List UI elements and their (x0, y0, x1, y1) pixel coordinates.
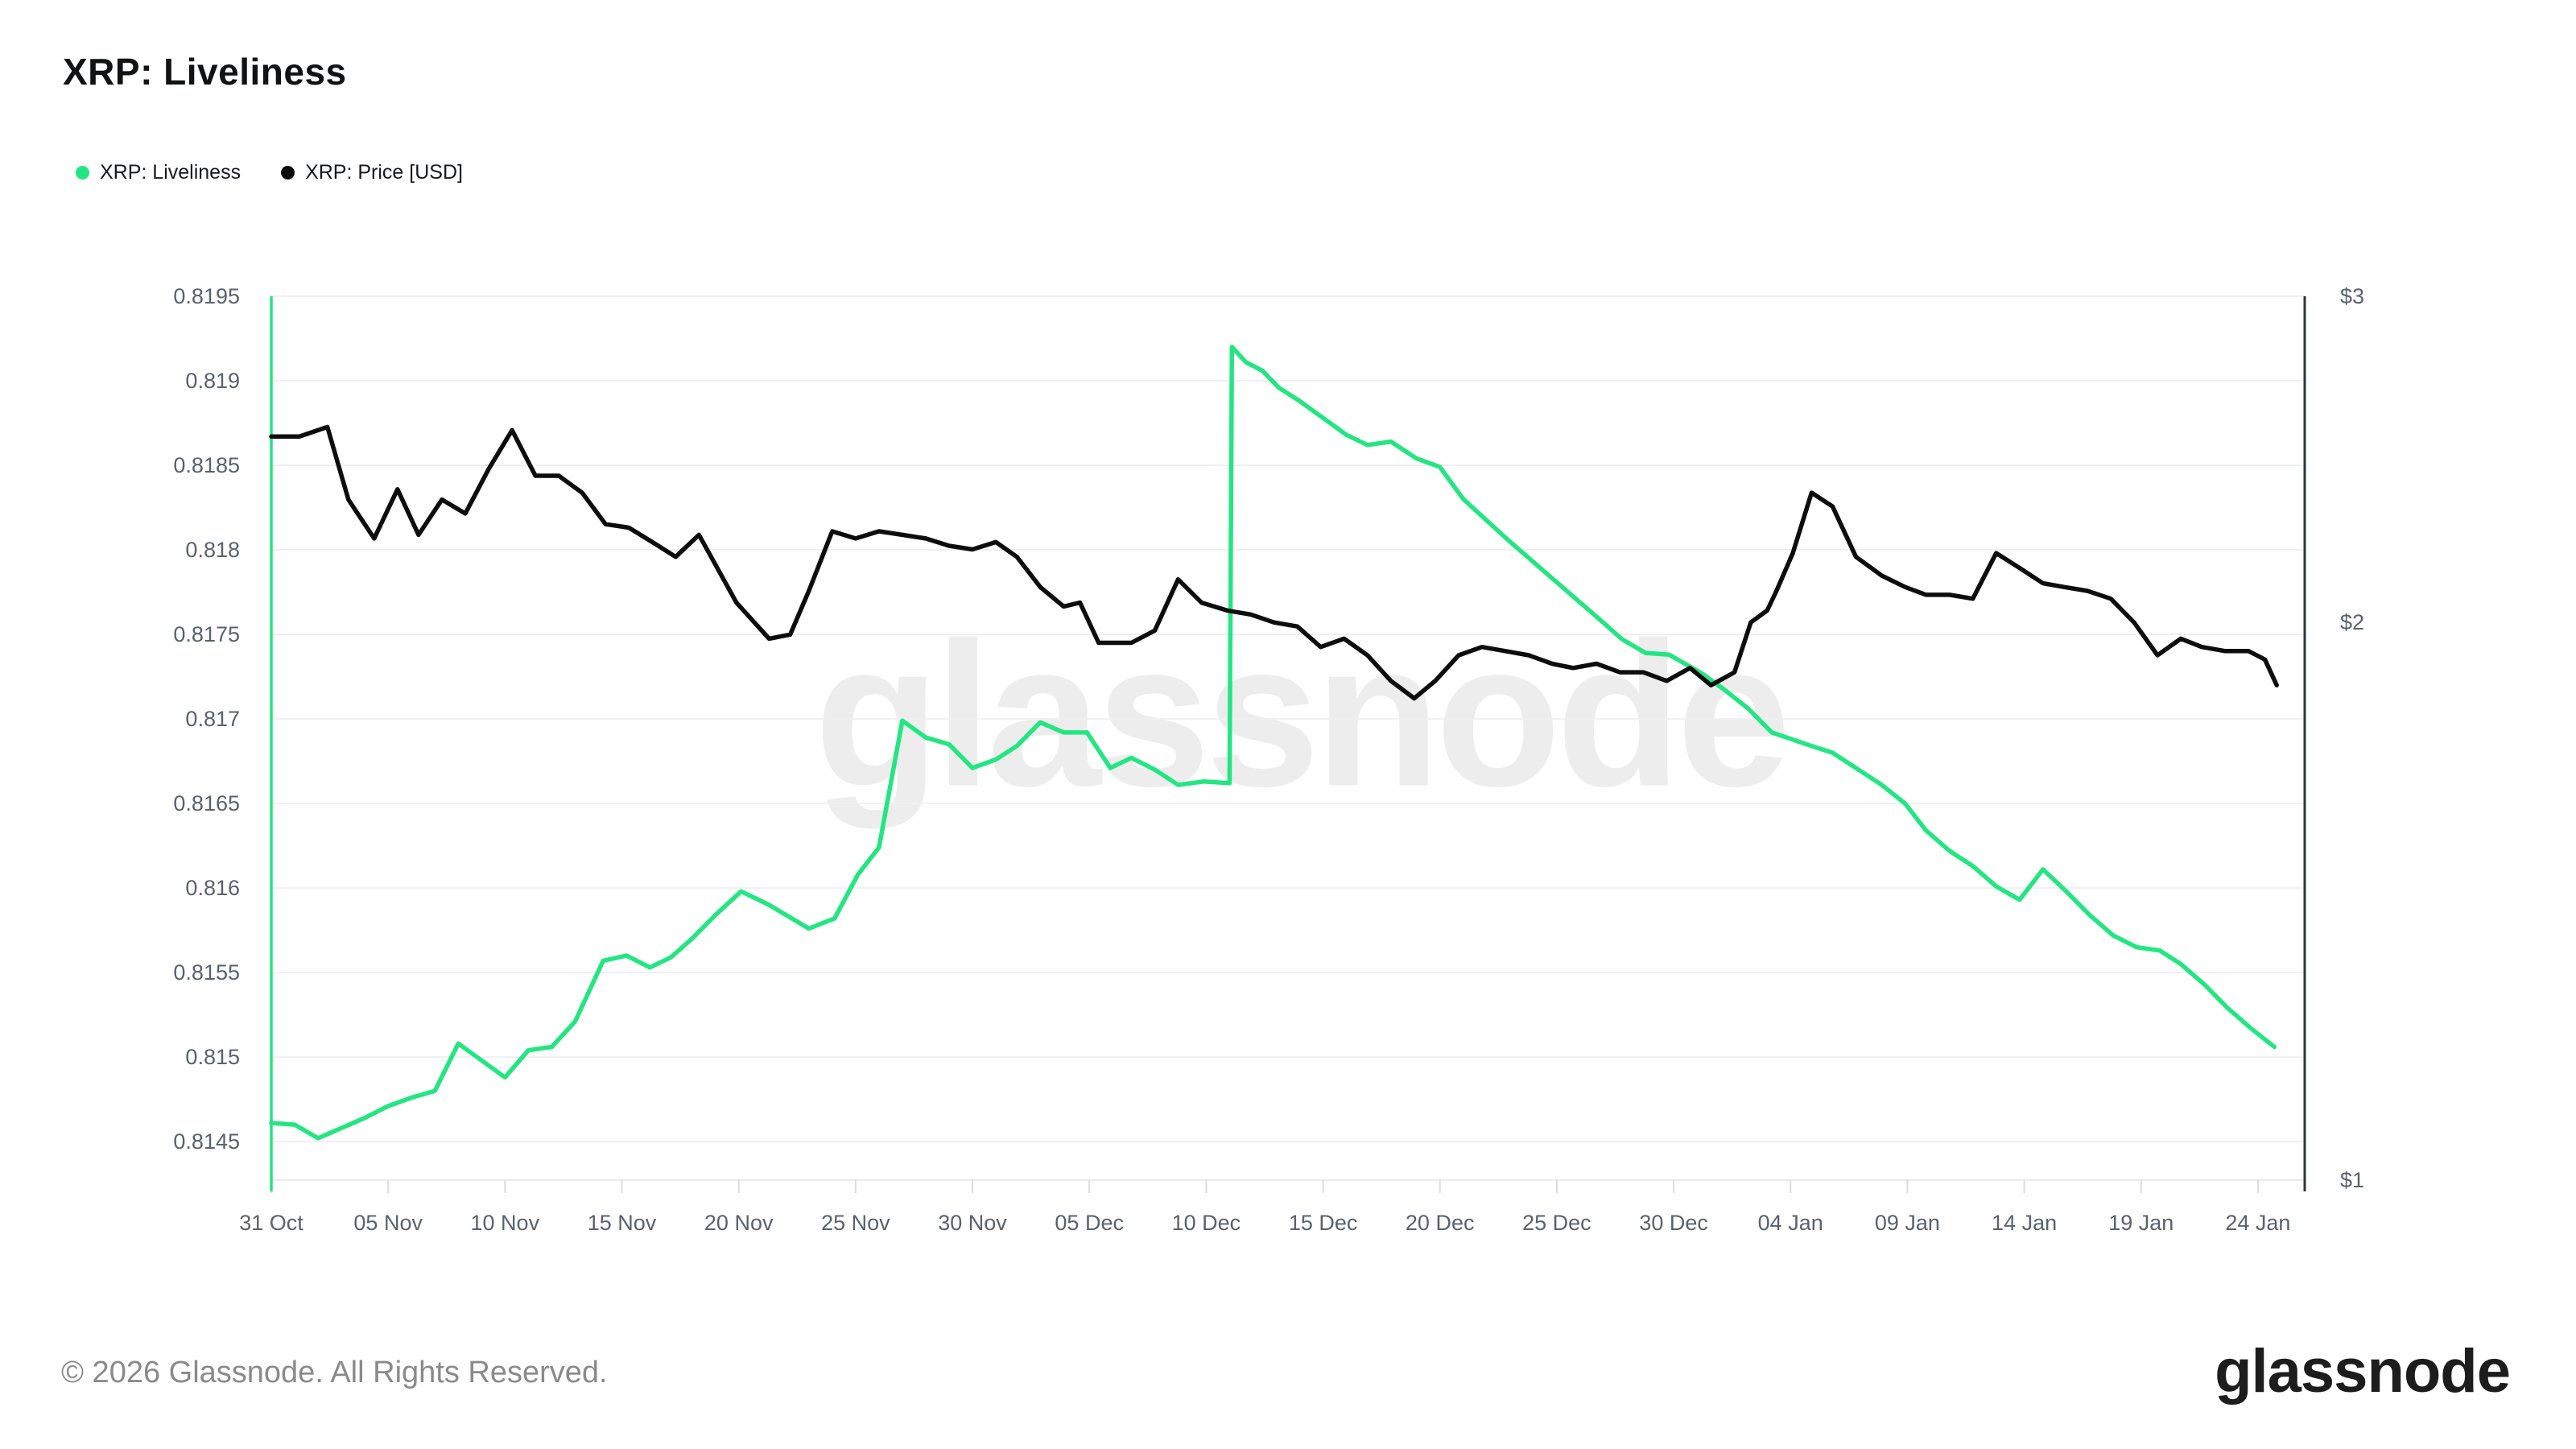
x-axis-tick-label: 05 Dec (1055, 1211, 1124, 1235)
right-axis-tick-label: $1 (2340, 1168, 2364, 1192)
x-axis-tick-label: 31 Oct (239, 1211, 303, 1235)
left-axis-tick-label: 0.818 (185, 538, 240, 562)
x-axis-tick-label: 10 Nov (471, 1211, 540, 1235)
liveliness-legend-dot-icon (76, 166, 89, 180)
chart-legend: XRP: Liveliness XRP: Price [USD] (76, 161, 463, 184)
price-line[interactable] (269, 424, 2279, 701)
left-axis-tick-label: 0.816 (185, 876, 240, 900)
right-axis-tick-label: $3 (2340, 284, 2364, 308)
x-axis-tick-label: 09 Jan (1875, 1211, 1940, 1235)
page-title: XRP: Liveliness (63, 51, 347, 93)
left-axis-tick-label: 0.8185 (173, 453, 240, 477)
right-axis-tick-label: $2 (2340, 610, 2364, 634)
price-legend-dot-icon (281, 166, 295, 180)
x-axis-tick-label: 30 Dec (1639, 1211, 1708, 1235)
x-axis-tick-label: 25 Dec (1522, 1211, 1591, 1235)
left-axis-tick-label: 0.817 (185, 707, 240, 731)
x-axis-tick-label: 30 Nov (938, 1211, 1007, 1235)
x-axis-tick-label: 15 Dec (1289, 1211, 1358, 1235)
x-axis-tick-label: 15 Nov (588, 1211, 657, 1235)
legend-item-liveliness[interactable]: XRP: Liveliness (76, 161, 241, 184)
x-axis-tick-label: 24 Jan (2225, 1211, 2290, 1235)
left-axis-tick-label: 0.8195 (173, 284, 240, 308)
x-axis-tick-label: 14 Jan (1992, 1211, 2057, 1235)
x-axis-tick-label: 25 Nov (821, 1211, 890, 1235)
left-axis-tick-label: 0.8145 (173, 1129, 240, 1154)
left-axis-tick-label: 0.8165 (173, 791, 240, 815)
x-axis-tick-label: 05 Nov (353, 1211, 423, 1235)
glassnode-logo: glassnode (2215, 1337, 2511, 1406)
left-axis-tick-label: 0.8175 (173, 622, 240, 646)
liveliness-line[interactable] (269, 345, 2277, 1141)
x-axis-tick-label: 19 Jan (2108, 1211, 2174, 1235)
x-axis-tick-label: 20 Dec (1406, 1211, 1475, 1235)
x-axis-tick-label: 20 Nov (704, 1211, 774, 1235)
x-axis-tick-label: 04 Jan (1758, 1211, 1823, 1235)
legend-item-price[interactable]: XRP: Price [USD] (281, 161, 463, 184)
left-axis-tick-label: 0.819 (185, 369, 240, 393)
left-axis-tick-label: 0.8155 (173, 960, 240, 985)
legend-item-label: XRP: Liveliness (100, 161, 242, 184)
glassnode-watermark: glassnode (814, 600, 1790, 830)
left-axis-tick-label: 0.815 (185, 1045, 240, 1069)
x-axis-tick-label: 10 Dec (1172, 1211, 1241, 1235)
legend-item-label: XRP: Price [USD] (305, 161, 463, 184)
copyright-text: © 2026 Glassnode. All Rights Reserved. (61, 1356, 608, 1389)
